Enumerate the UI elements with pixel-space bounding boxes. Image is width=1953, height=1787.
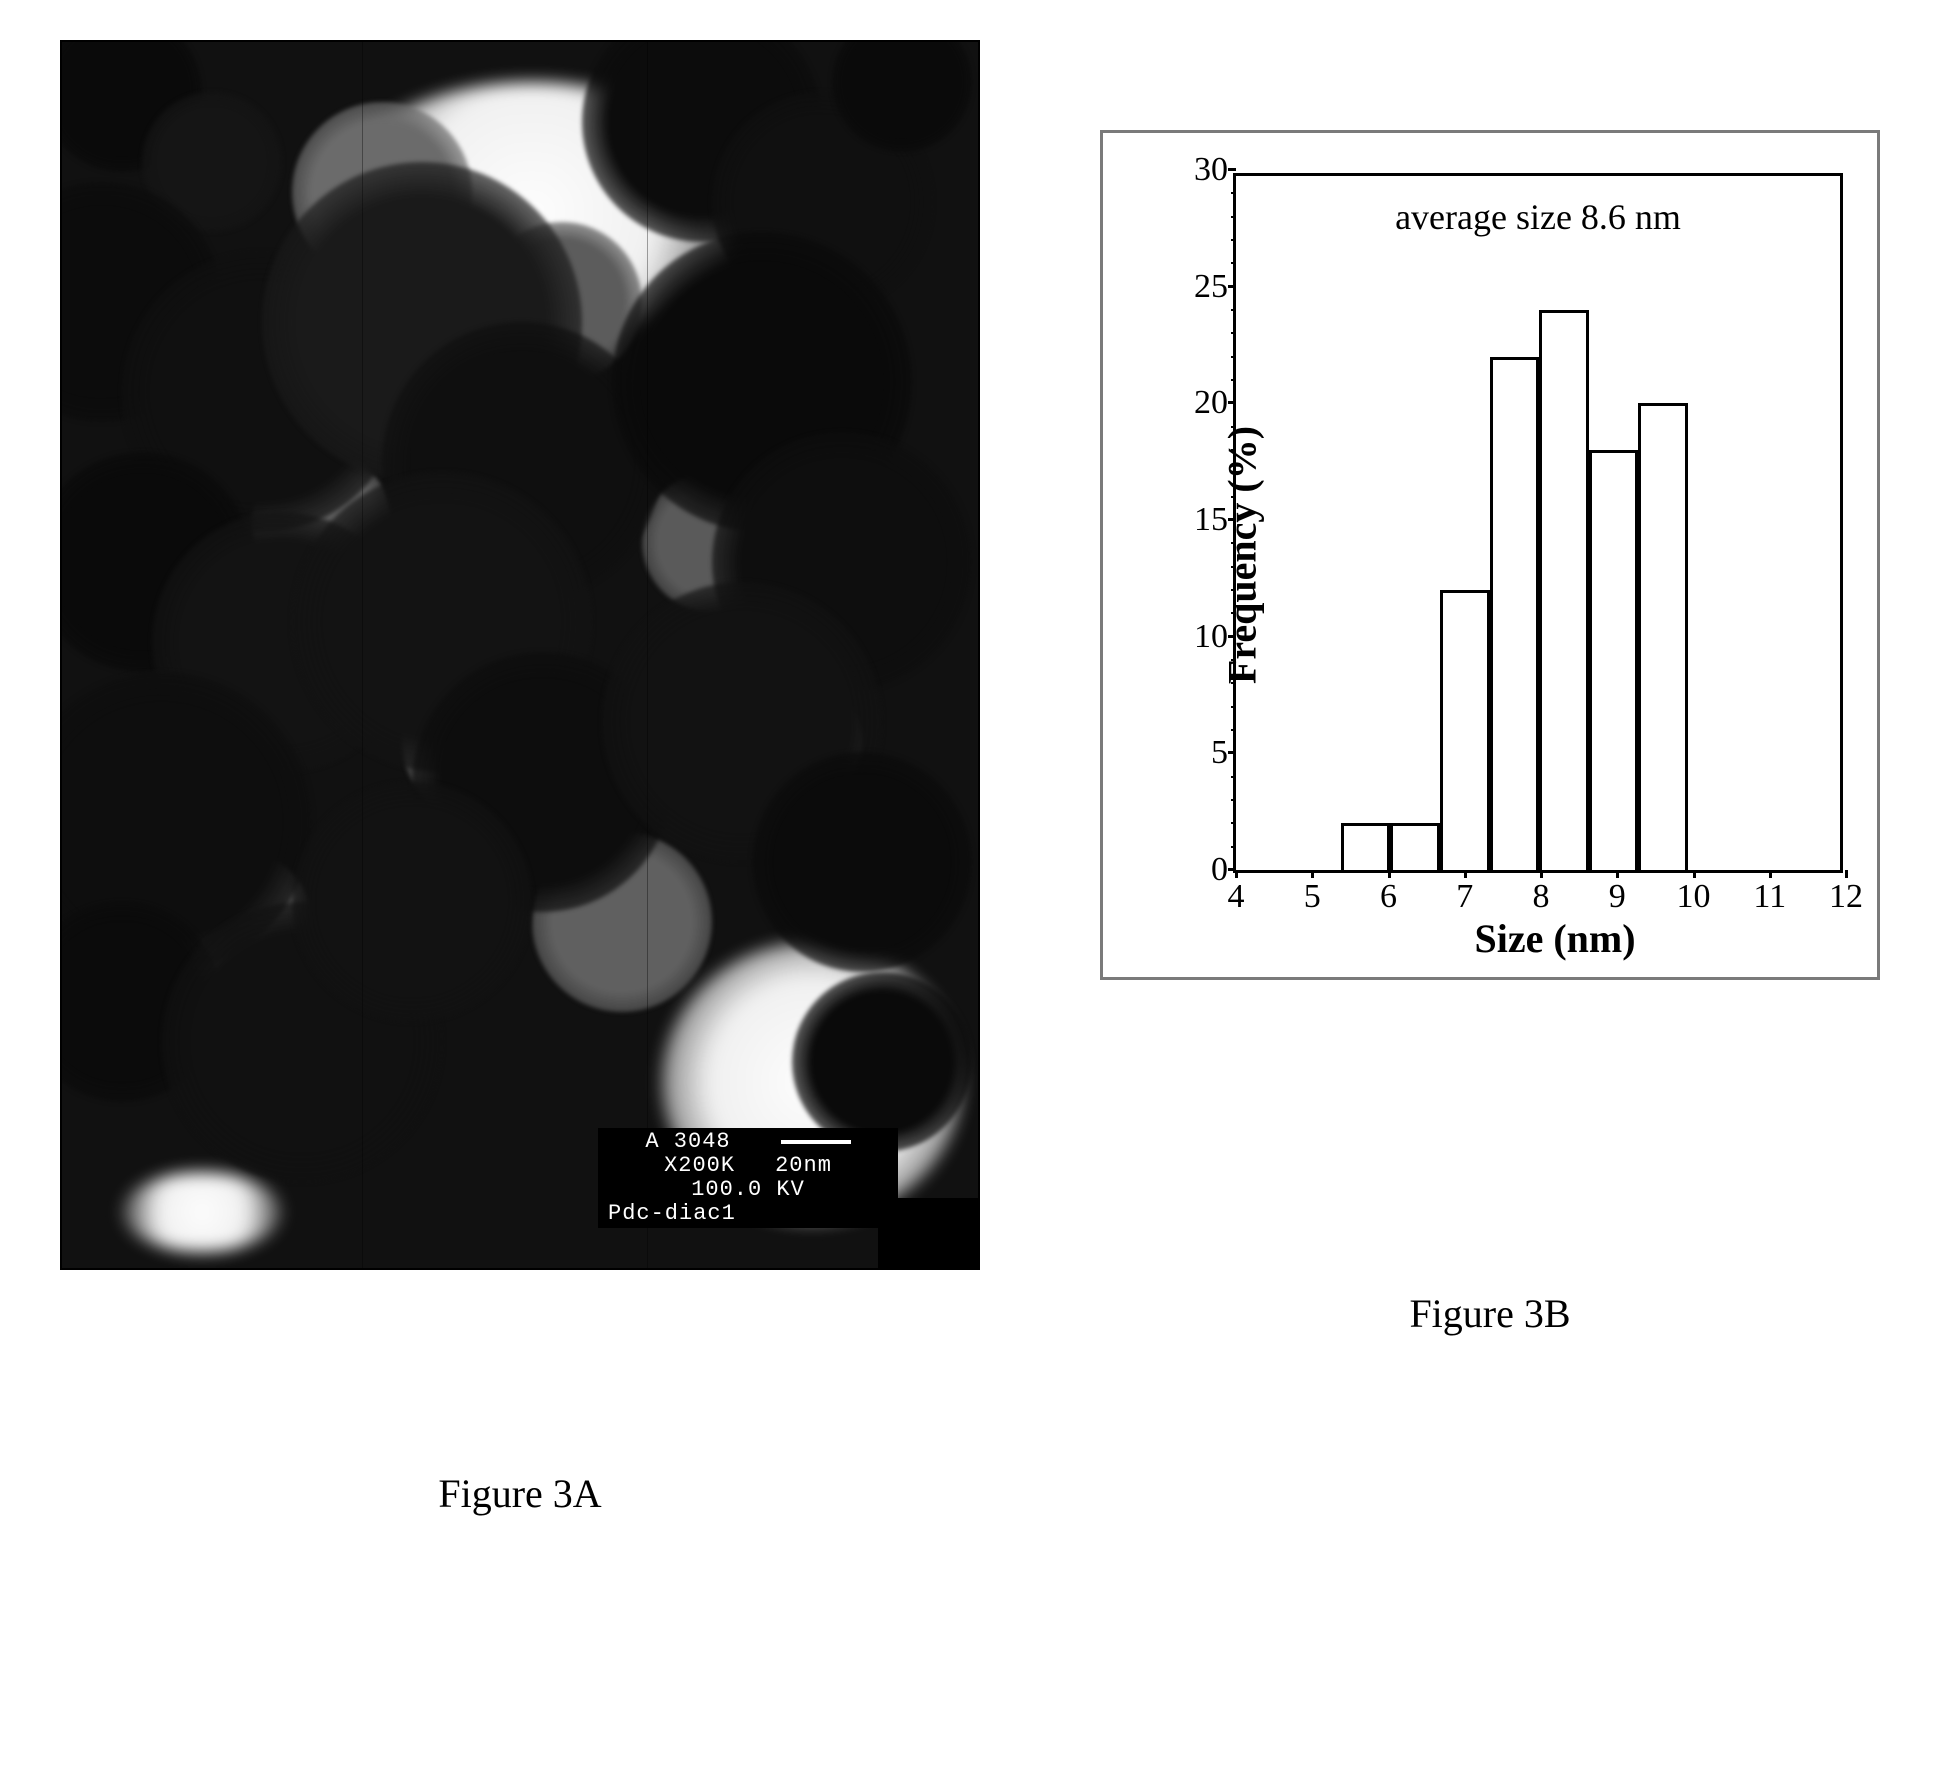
tem-info-mag: X200K: [664, 1154, 735, 1178]
y-tick-minor: [1231, 589, 1236, 591]
y-tick-label: 30: [1194, 151, 1228, 189]
y-tick-minor: [1231, 356, 1236, 358]
x-tick-mark: [1540, 870, 1543, 878]
y-tick-label: 25: [1194, 268, 1228, 306]
x-tick-mark: [1616, 870, 1619, 878]
x-tick-mark: [1693, 870, 1696, 878]
x-tick-mark: [1388, 870, 1391, 878]
y-tick-minor: [1231, 822, 1236, 824]
y-tick-minor: [1231, 332, 1236, 334]
histogram-chart: Frequency (%) average size 8.6 nm 051015…: [1100, 130, 1880, 980]
y-tick-label: 10: [1194, 618, 1228, 656]
figure-a: A 3048 X200K 20nm 100.0 KV Pdc-diac1 Fig…: [60, 40, 980, 1517]
y-tick-minor: [1231, 192, 1236, 194]
y-tick-label: 0: [1211, 851, 1228, 889]
y-tick-minor: [1231, 542, 1236, 544]
x-axis-label: Size (nm): [1103, 915, 1877, 962]
histogram-bar: [1490, 357, 1540, 870]
plot-area: average size 8.6 nm 05101520253045678910…: [1233, 173, 1843, 873]
x-tick-mark: [1769, 870, 1772, 878]
y-tick-minor: [1231, 216, 1236, 218]
tem-info-box: A 3048 X200K 20nm 100.0 KV Pdc-diac1: [598, 1128, 898, 1228]
x-tick-label: 9: [1609, 878, 1626, 916]
y-tick-mark: [1228, 751, 1236, 754]
tem-info-scalebar-label: 20nm: [775, 1154, 832, 1178]
figure-a-caption: Figure 3A: [438, 1470, 601, 1517]
y-tick-minor: [1231, 426, 1236, 428]
tem-vertical-line: [647, 42, 648, 1268]
x-tick-label: 5: [1304, 878, 1321, 916]
figure-b-caption: Figure 3B: [1409, 1290, 1570, 1337]
x-tick-mark: [1311, 870, 1314, 878]
y-tick-minor: [1231, 449, 1236, 451]
y-tick-minor: [1231, 682, 1236, 684]
tem-light-region: [122, 1172, 282, 1252]
histogram-bar: [1440, 590, 1490, 870]
x-tick-label: 10: [1677, 878, 1711, 916]
y-tick-label: 20: [1194, 384, 1228, 422]
tem-particle: [792, 972, 972, 1152]
y-tick-mark: [1228, 635, 1236, 638]
x-tick-label: 11: [1753, 878, 1786, 916]
tem-vertical-line: [362, 42, 363, 1268]
y-tick-minor: [1231, 379, 1236, 381]
x-tick-label: 8: [1533, 878, 1550, 916]
histogram-bar: [1589, 450, 1639, 870]
tem-corner-box: [878, 1198, 978, 1268]
histogram-bar: [1638, 403, 1688, 870]
y-tick-minor: [1231, 309, 1236, 311]
y-tick-label: 5: [1211, 734, 1228, 772]
x-tick-label: 7: [1456, 878, 1473, 916]
x-tick-mark: [1845, 870, 1848, 878]
histogram-bar: [1390, 823, 1440, 870]
tem-info-kv: 100.0 KV: [691, 1178, 805, 1202]
x-tick-label: 12: [1829, 878, 1863, 916]
y-tick-minor: [1231, 706, 1236, 708]
y-tick-minor: [1231, 496, 1236, 498]
y-tick-label: 15: [1194, 501, 1228, 539]
y-tick-mark: [1228, 285, 1236, 288]
scalebar-icon: [781, 1140, 851, 1144]
x-tick-label: 4: [1228, 878, 1245, 916]
y-tick-minor: [1231, 472, 1236, 474]
y-tick-minor: [1231, 799, 1236, 801]
y-tick-minor: [1231, 776, 1236, 778]
chart-annotation: average size 8.6 nm: [1236, 196, 1840, 238]
y-tick-mark: [1228, 168, 1236, 171]
y-tick-minor: [1231, 659, 1236, 661]
histogram-bar: [1539, 310, 1589, 870]
tem-particle: [752, 752, 972, 972]
y-tick-mark: [1228, 401, 1236, 404]
x-tick-mark: [1235, 870, 1238, 878]
tem-micrograph: A 3048 X200K 20nm 100.0 KV Pdc-diac1: [60, 40, 980, 1270]
y-tick-minor: [1231, 239, 1236, 241]
x-tick-mark: [1464, 870, 1467, 878]
y-tick-minor: [1231, 612, 1236, 614]
y-tick-minor: [1231, 262, 1236, 264]
figure-b: Frequency (%) average size 8.6 nm 051015…: [1100, 130, 1880, 1337]
histogram-bar: [1341, 823, 1391, 870]
y-tick-minor: [1231, 846, 1236, 848]
y-tick-minor: [1231, 566, 1236, 568]
y-tick-minor: [1231, 729, 1236, 731]
tem-info-id: A 3048: [645, 1130, 730, 1154]
x-tick-label: 6: [1380, 878, 1397, 916]
tem-particle: [292, 782, 532, 1022]
tem-info-sample: Pdc-diac1: [608, 1202, 736, 1226]
y-tick-mark: [1228, 518, 1236, 521]
